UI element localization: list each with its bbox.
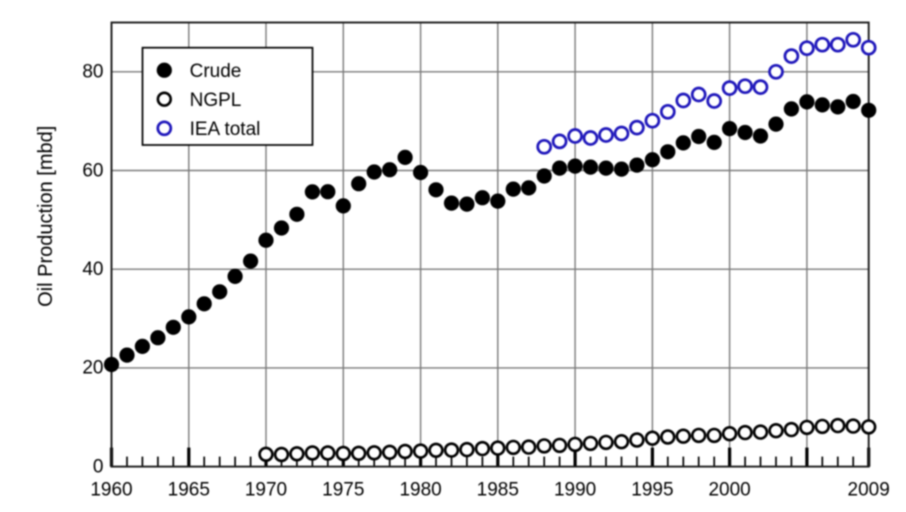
svg-text:Oil Production [mbd]: Oil Production [mbd]: [35, 126, 57, 307]
svg-text:1985: 1985: [477, 480, 519, 501]
svg-text:0: 0: [93, 456, 104, 477]
svg-text:1980: 1980: [399, 480, 441, 501]
svg-text:1960: 1960: [90, 480, 132, 501]
svg-text:2009: 2009: [848, 480, 890, 501]
svg-text:2000: 2000: [708, 480, 750, 501]
svg-text:1990: 1990: [554, 480, 596, 501]
svg-text:1970: 1970: [245, 480, 287, 501]
svg-text:80: 80: [82, 62, 103, 83]
svg-text:20: 20: [82, 358, 103, 379]
svg-text:1975: 1975: [322, 480, 364, 501]
svg-text:Crude: Crude: [190, 61, 242, 82]
svg-text:40: 40: [82, 259, 103, 280]
svg-text:1995: 1995: [631, 480, 673, 501]
svg-text:NGPL: NGPL: [190, 90, 242, 111]
svg-text:1965: 1965: [168, 480, 210, 501]
svg-text:IEA total: IEA total: [190, 119, 261, 140]
svg-text:60: 60: [82, 160, 103, 181]
